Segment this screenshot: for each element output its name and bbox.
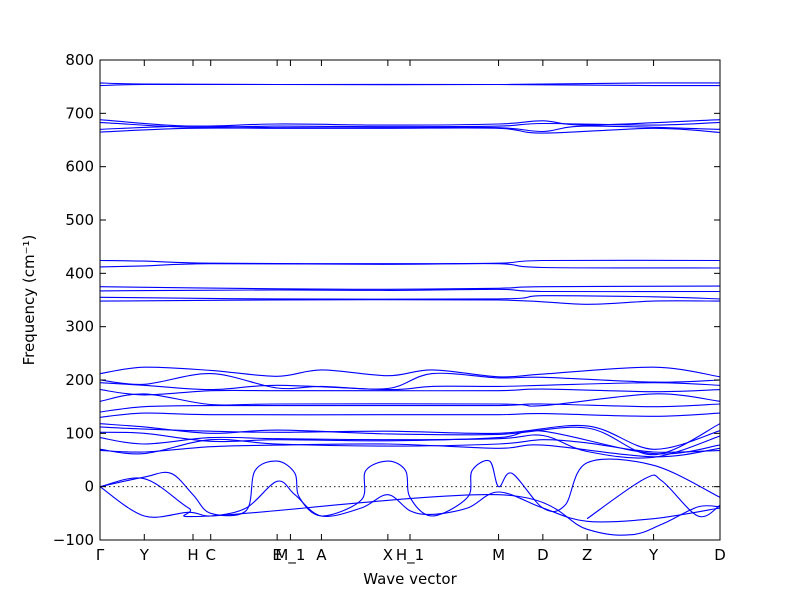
- x-tick-label: Y: [139, 546, 150, 564]
- band-line-9: [100, 285, 720, 290]
- band-line-15: [100, 382, 720, 391]
- series-layer: [100, 82, 720, 536]
- band-line-23: [100, 434, 720, 459]
- band-line-12: [100, 299, 720, 305]
- y-tick-label: 800: [65, 51, 94, 69]
- band-line-2: [100, 83, 720, 87]
- band-line-6: [100, 127, 720, 134]
- band-line-28: [100, 477, 720, 536]
- y-tick-label: 400: [65, 264, 94, 282]
- x-tick-label: M: [492, 546, 505, 564]
- x-tick-label: D: [714, 546, 726, 564]
- band-line-5: [100, 125, 720, 133]
- band-line-14: [100, 372, 720, 390]
- band-line-21: [100, 424, 720, 450]
- y-tick-label: 300: [65, 318, 94, 336]
- band-line-24: [100, 438, 720, 455]
- x-tick-label: M_1: [275, 546, 305, 565]
- x-tick-label: C: [205, 546, 215, 564]
- y-tick-label: 200: [65, 371, 94, 389]
- y-tick-label: 600: [65, 158, 94, 176]
- band-line-8: [100, 263, 720, 269]
- band-line-11: [100, 295, 720, 300]
- x-axis: Γ Y H C EM_1 A X H_1 M D Z Y D: [96, 60, 726, 565]
- x-tick-label: H: [187, 546, 198, 564]
- band-line-4: [100, 121, 720, 128]
- band-line-10: [100, 288, 720, 293]
- y-tick-label: 0: [84, 478, 94, 496]
- band-line-18: [100, 403, 720, 413]
- band-line-13: [100, 366, 720, 378]
- x-tick-label: H_1: [396, 546, 424, 565]
- y-tick-label: 100: [65, 424, 94, 442]
- band-line-27: [100, 480, 720, 523]
- x-tick-label: X: [383, 546, 393, 564]
- x-tick-label: E: [272, 546, 281, 564]
- y-tick-label: −100: [53, 531, 94, 549]
- x-tick-label: Z: [582, 546, 592, 564]
- band-line-29: [586, 474, 720, 520]
- band-line-7: [100, 259, 720, 265]
- y-axis-label: Frequency (cm⁻¹): [20, 235, 38, 366]
- y-axis: −100 0 100 200 300 400 500 600 700 800: [53, 51, 720, 549]
- band-line-26: [100, 458, 720, 517]
- y-tick-label: 700: [65, 104, 94, 122]
- x-tick-label: Y: [648, 546, 659, 564]
- y-tick-label: 500: [65, 211, 94, 229]
- x-tick-label: D: [537, 546, 549, 564]
- band-line-17: [100, 393, 720, 407]
- x-axis-label: Wave vector: [363, 570, 457, 588]
- band-line-25: [100, 443, 720, 458]
- band-line-16: [100, 388, 720, 396]
- x-tick-label: Γ: [96, 546, 105, 564]
- x-tick-label: A: [316, 546, 327, 564]
- band-line-19: [100, 412, 720, 418]
